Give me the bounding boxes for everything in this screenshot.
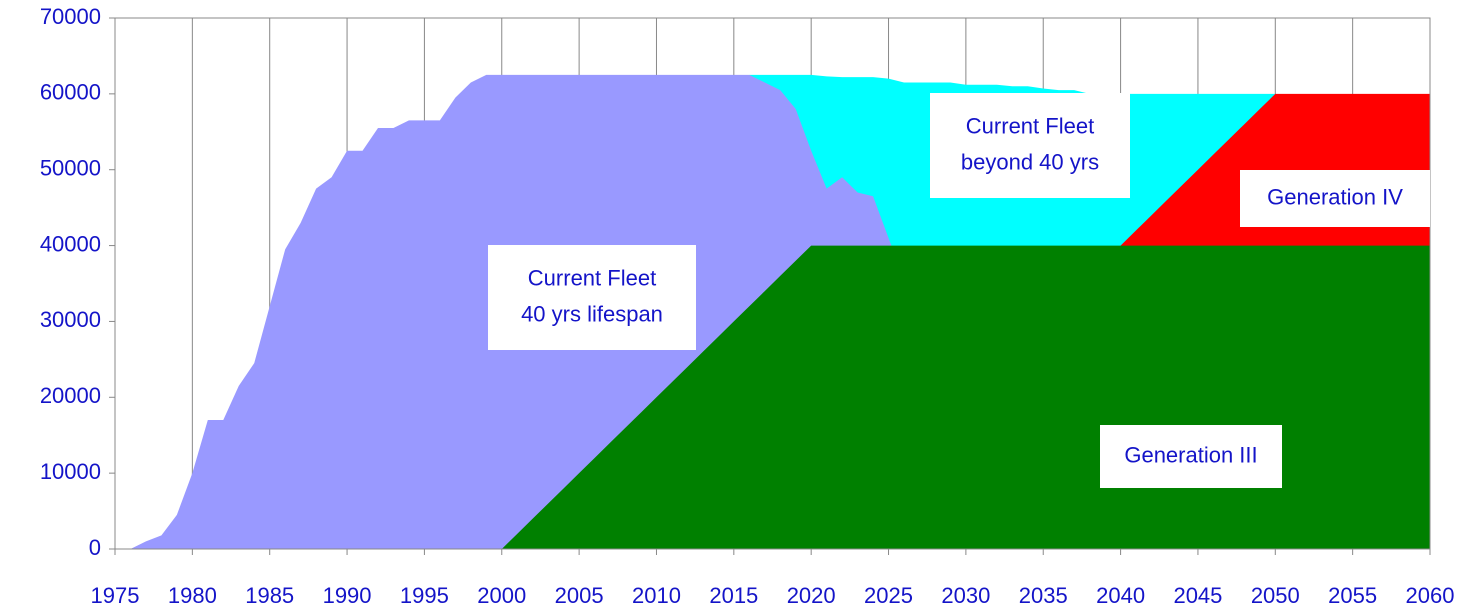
x-tick-label: 1995 <box>400 583 449 608</box>
x-tick-label: 2060 <box>1406 583 1455 608</box>
x-tick-label: 2025 <box>864 583 913 608</box>
x-tick-label: 2030 <box>941 583 990 608</box>
x-tick-label: 2000 <box>477 583 526 608</box>
annotation: 40 yrs lifespan <box>521 301 663 326</box>
annotation-box <box>1100 425 1282 488</box>
x-tick-label: 2010 <box>632 583 681 608</box>
x-tick-label: 2040 <box>1096 583 1145 608</box>
y-tick-label: 50000 <box>40 156 101 181</box>
y-tick-label: 40000 <box>40 231 101 256</box>
y-tick-label: 10000 <box>40 459 101 484</box>
annotation: Generation III <box>1124 442 1257 467</box>
annotation: Generation IV <box>1267 184 1403 209</box>
annotation-box <box>488 245 696 350</box>
y-tick-label: 70000 <box>40 4 101 29</box>
x-tick-label: 1985 <box>245 583 294 608</box>
x-tick-label: 2005 <box>555 583 604 608</box>
annotation-box <box>1240 170 1430 227</box>
annotation: Current Fleet <box>966 113 1094 138</box>
x-tick-label: 1990 <box>323 583 372 608</box>
x-tick-label: 2055 <box>1328 583 1377 608</box>
y-tick-label: 0 <box>89 535 101 560</box>
annotation: Current Fleet <box>528 265 656 290</box>
x-tick-label: 2020 <box>787 583 836 608</box>
x-tick-label: 2015 <box>709 583 758 608</box>
x-tick-label: 1975 <box>91 583 140 608</box>
y-tick-label: 30000 <box>40 307 101 332</box>
x-tick-label: 2035 <box>1019 583 1068 608</box>
y-tick-label: 20000 <box>40 383 101 408</box>
plot-border <box>114 17 1431 550</box>
x-tick-label: 2050 <box>1251 583 1300 608</box>
annotation: beyond 40 yrs <box>961 149 1099 174</box>
annotation-box <box>930 93 1130 198</box>
y-tick-label: 60000 <box>40 80 101 105</box>
x-tick-label: 2045 <box>1173 583 1222 608</box>
x-tick-label: 1980 <box>168 583 217 608</box>
